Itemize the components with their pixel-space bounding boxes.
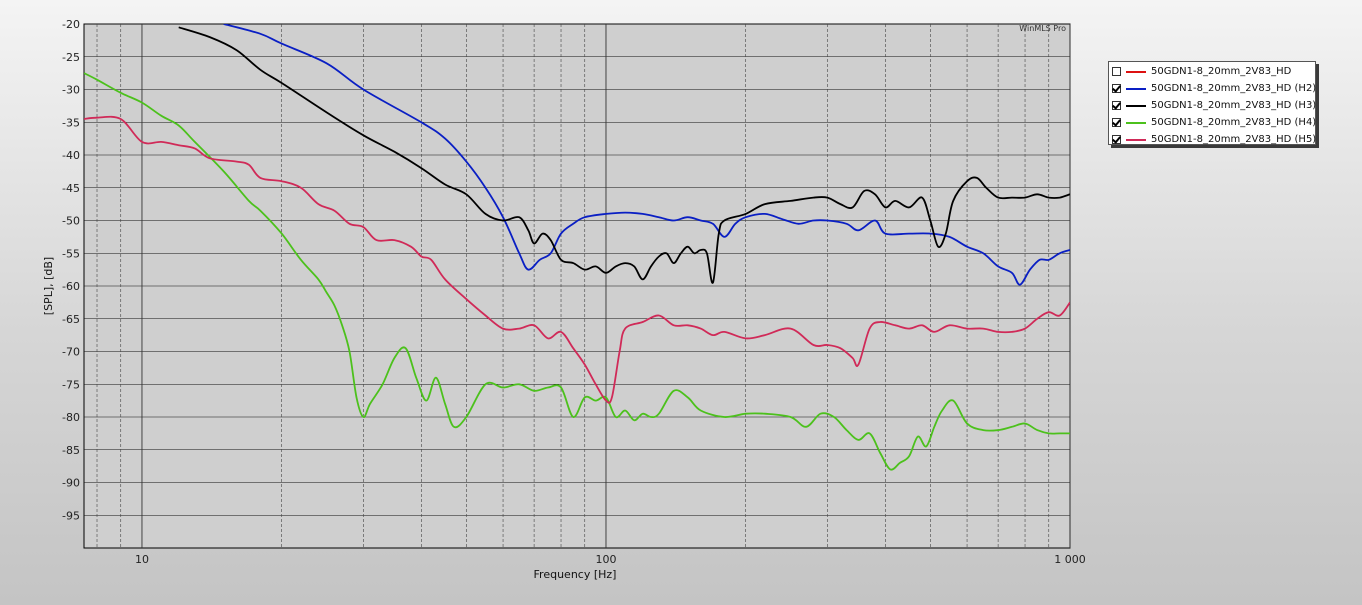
series-line-1 <box>223 24 1070 286</box>
legend-label: 50GDN1-8_20mm_2V83_HD (H2) <box>1151 83 1317 94</box>
legend-label: 50GDN1-8_20mm_2V83_HD (H4) <box>1151 117 1317 128</box>
tick-labels: -20 -25 -30 -35 -40 -45 -50 -55 -60 -65 -70 -75 -80 -… <box>62 18 1086 566</box>
legend-label: 50GDN1-8_20mm_2V83_HD (H3) <box>1151 100 1317 111</box>
y-tick-label: -80 <box>62 411 80 424</box>
legend: 50GDN1-8_20mm_2V83_HD 50GDN1-8_20mm_2V83… <box>1108 61 1316 145</box>
x-tick-label: 100 <box>595 553 616 566</box>
legend-label: 50GDN1-8_20mm_2V83_HD <box>1151 66 1292 77</box>
series-line-2 <box>178 26 1070 284</box>
y-tick-label: -45 <box>62 182 80 195</box>
legend-item[interactable]: 50GDN1-8_20mm_2V83_HD (H3) <box>1112 97 1317 114</box>
x-tick-label: 1 000 <box>1054 553 1086 566</box>
y-tick-label: -30 <box>62 84 80 97</box>
y-tick-label: -95 <box>62 509 80 522</box>
y-tick-label: -70 <box>62 346 80 359</box>
y-tick-label: -25 <box>62 51 80 64</box>
legend-item[interactable]: 50GDN1-8_20mm_2V83_HD (H5) <box>1112 131 1317 148</box>
x-axis-title: Frequency [Hz] <box>534 568 617 581</box>
series-swatch <box>1126 104 1146 107</box>
legend-item[interactable]: 50GDN1-8_20mm_2V83_HD <box>1112 63 1315 80</box>
x-tick-label: 10 <box>135 553 149 566</box>
y-tick-label: -40 <box>62 149 80 162</box>
y-tick-label: -65 <box>62 313 80 326</box>
series-swatch <box>1126 138 1146 141</box>
grid <box>84 23 1071 548</box>
y-tick-label: -85 <box>62 444 80 457</box>
watermark: WinMLS Pro <box>1019 24 1066 33</box>
series-swatch <box>1126 70 1146 73</box>
legend-item[interactable]: 50GDN1-8_20mm_2V83_HD (H2) <box>1112 80 1317 97</box>
series-checkbox[interactable] <box>1112 135 1121 144</box>
y-tick-label: -55 <box>62 247 80 260</box>
y-tick-label: -20 <box>62 18 80 31</box>
series-line-4 <box>84 115 1070 404</box>
series-line-3 <box>84 72 1070 471</box>
series-checkbox[interactable] <box>1112 118 1121 127</box>
legend-item[interactable]: 50GDN1-8_20mm_2V83_HD (H4) <box>1112 114 1317 131</box>
series-checkbox[interactable] <box>1112 67 1121 76</box>
y-axis-title: [SPL], [dB] <box>42 257 55 315</box>
series-checkbox[interactable] <box>1112 101 1121 110</box>
series-swatch <box>1126 121 1146 124</box>
series-swatch <box>1126 87 1146 90</box>
series-lines <box>84 24 1070 471</box>
legend-label: 50GDN1-8_20mm_2V83_HD (H5) <box>1151 134 1317 145</box>
series-checkbox[interactable] <box>1112 84 1121 93</box>
y-tick-label: -75 <box>62 378 80 391</box>
y-tick-label: -60 <box>62 280 80 293</box>
y-tick-label: -90 <box>62 477 80 490</box>
y-tick-label: -35 <box>62 116 80 129</box>
y-tick-label: -50 <box>62 215 80 228</box>
